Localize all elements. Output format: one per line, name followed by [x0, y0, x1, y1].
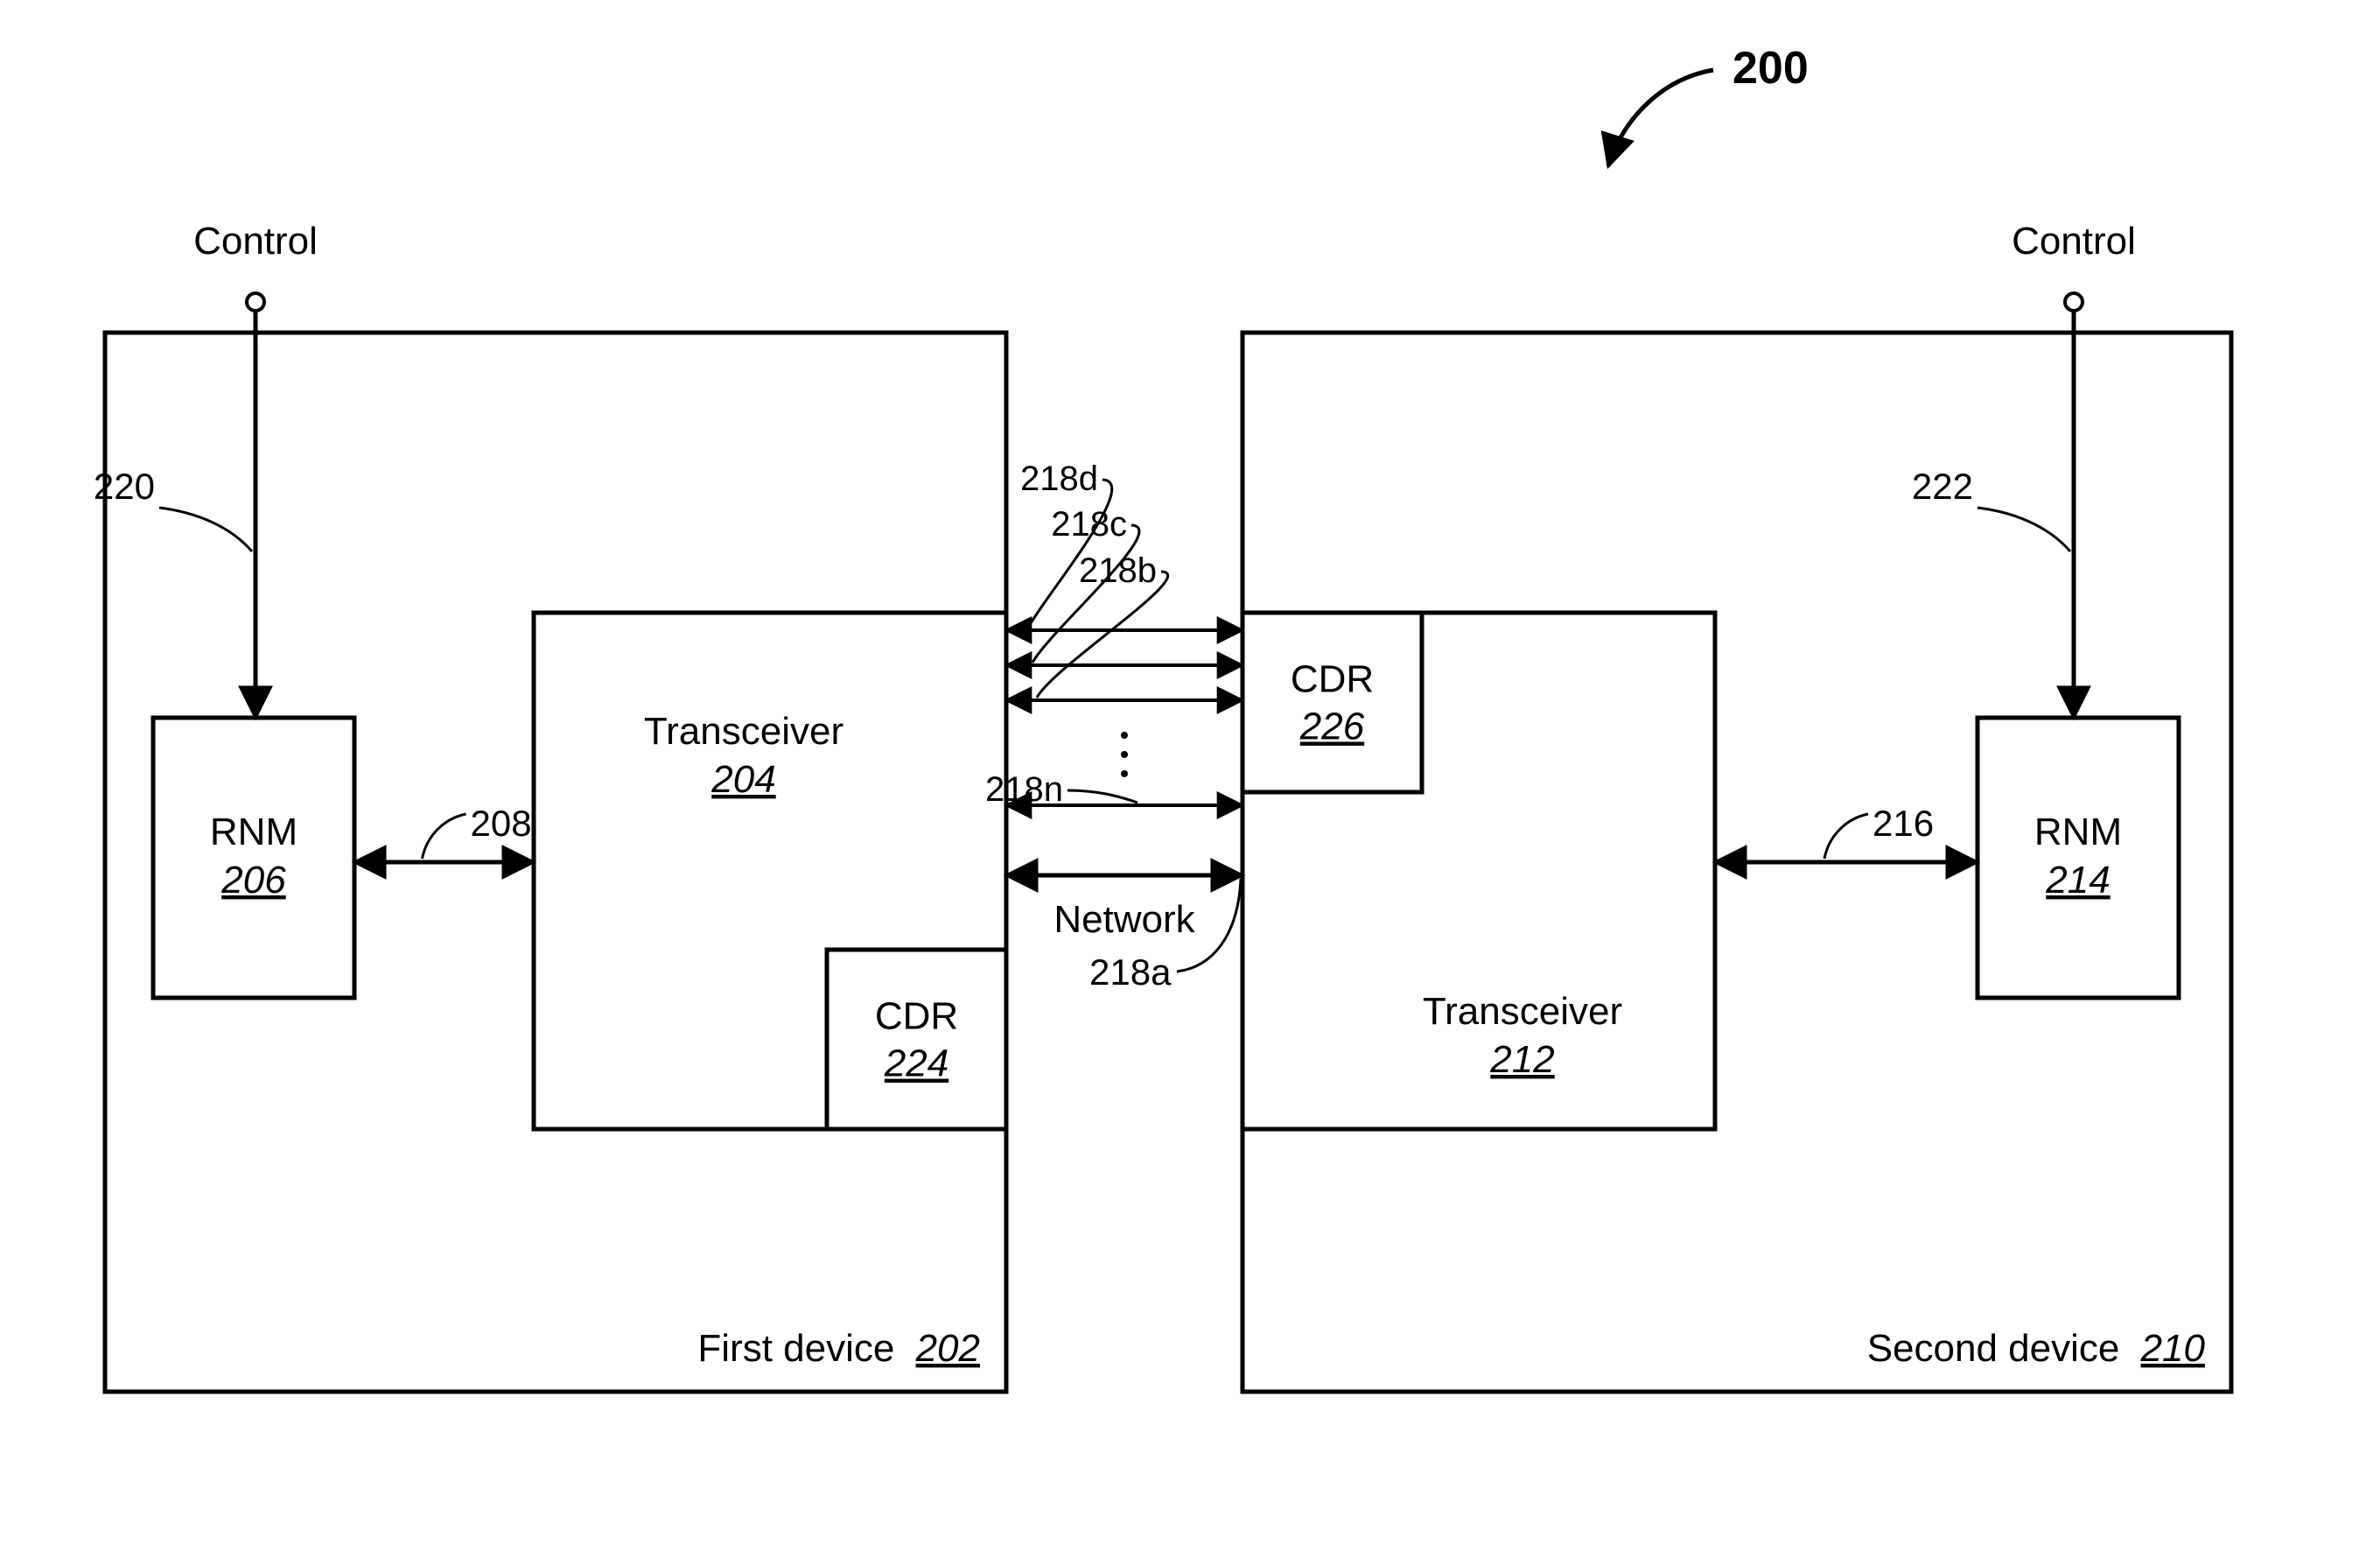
- control-left: Control 220: [94, 220, 318, 718]
- control-left-terminal: [247, 293, 264, 311]
- network-link: Network 218a: [1006, 875, 1242, 993]
- figure-ref-text: 200: [1732, 43, 1809, 94]
- link-216-ref: 216: [1872, 803, 1934, 844]
- lane-leader: [1037, 572, 1168, 698]
- cdr2-ref: 226: [1299, 705, 1365, 748]
- control-left-leader: [159, 508, 252, 551]
- network-lanes: 218d 218c 218b 218n: [985, 460, 1242, 809]
- network-ref: 218a: [1089, 951, 1172, 993]
- control-right: Control 222: [1912, 220, 2136, 718]
- rnm2-ref: 214: [2045, 859, 2110, 902]
- lane-ref: 218n: [985, 770, 1063, 809]
- cdr2-label: CDR: [1291, 658, 1374, 701]
- lane-ref: 218c: [1051, 505, 1127, 544]
- cdr1-ref: 224: [884, 1042, 948, 1085]
- control-right-label: Control: [2012, 220, 2136, 263]
- lane-leader: [1068, 790, 1138, 803]
- transceiver1-label: Transceiver: [644, 710, 844, 753]
- rnm2-label: RNM: [2034, 811, 2122, 853]
- first-device-caption: First device 202: [697, 1327, 980, 1370]
- cdr1-label: CDR: [875, 995, 958, 1038]
- second-device-caption: Second device 210: [1867, 1327, 2206, 1370]
- cdr2-block: CDR 226: [1242, 613, 1422, 792]
- control-right-leader: [1978, 508, 2070, 551]
- lane-ref: 218b: [1079, 551, 1157, 590]
- rnm1-box: [153, 718, 354, 998]
- lane-ref: 218d: [1020, 460, 1098, 498]
- link-216: 216: [1715, 803, 1978, 862]
- figure-ref: 200: [1608, 43, 1809, 166]
- rnm1-block: RNM 206: [153, 718, 354, 998]
- ellipsis-dot: [1121, 770, 1128, 777]
- control-left-ref: 220: [94, 466, 155, 507]
- control-right-ref: 222: [1912, 466, 1973, 507]
- figure-ref-arrow: [1608, 70, 1713, 166]
- link-208: 208: [354, 803, 534, 862]
- ellipsis-dot: [1121, 732, 1128, 739]
- cdr2-box: [1242, 613, 1422, 792]
- first-device: First device 202 RNM 206 Transceiver 204…: [105, 333, 1006, 1392]
- rnm2-box: [1978, 718, 2179, 998]
- rnm1-ref: 206: [220, 859, 286, 902]
- cdr1-block: CDR 224: [827, 950, 1006, 1129]
- ellipsis-dot: [1121, 751, 1128, 758]
- link-216-leader: [1824, 814, 1868, 859]
- network-label: Network: [1054, 898, 1195, 941]
- rnm2-block: RNM 214: [1978, 718, 2179, 998]
- control-left-label: Control: [193, 220, 318, 263]
- lane-leader: [1032, 525, 1139, 663]
- transceiver1-ref: 204: [710, 758, 775, 801]
- lane-ellipsis: [1121, 732, 1128, 777]
- link-208-ref: 208: [471, 803, 532, 844]
- transceiver2-label: Transceiver: [1423, 990, 1622, 1033]
- transceiver2-ref: 212: [1489, 1038, 1554, 1081]
- cdr1-box: [827, 950, 1006, 1129]
- control-right-terminal: [2065, 293, 2082, 311]
- link-208-leader: [423, 814, 466, 859]
- rnm1-label: RNM: [210, 811, 298, 853]
